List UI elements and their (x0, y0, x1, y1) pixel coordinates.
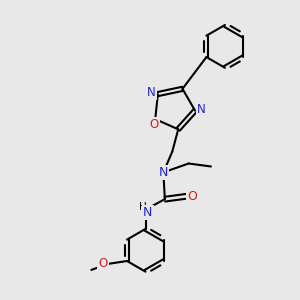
Text: N: N (197, 103, 206, 116)
Text: N: N (143, 206, 153, 219)
Text: O: O (188, 190, 197, 203)
Text: O: O (149, 118, 158, 131)
Text: N: N (159, 166, 168, 179)
Text: N: N (147, 86, 156, 99)
Text: O: O (99, 257, 108, 271)
Text: H: H (139, 202, 146, 212)
